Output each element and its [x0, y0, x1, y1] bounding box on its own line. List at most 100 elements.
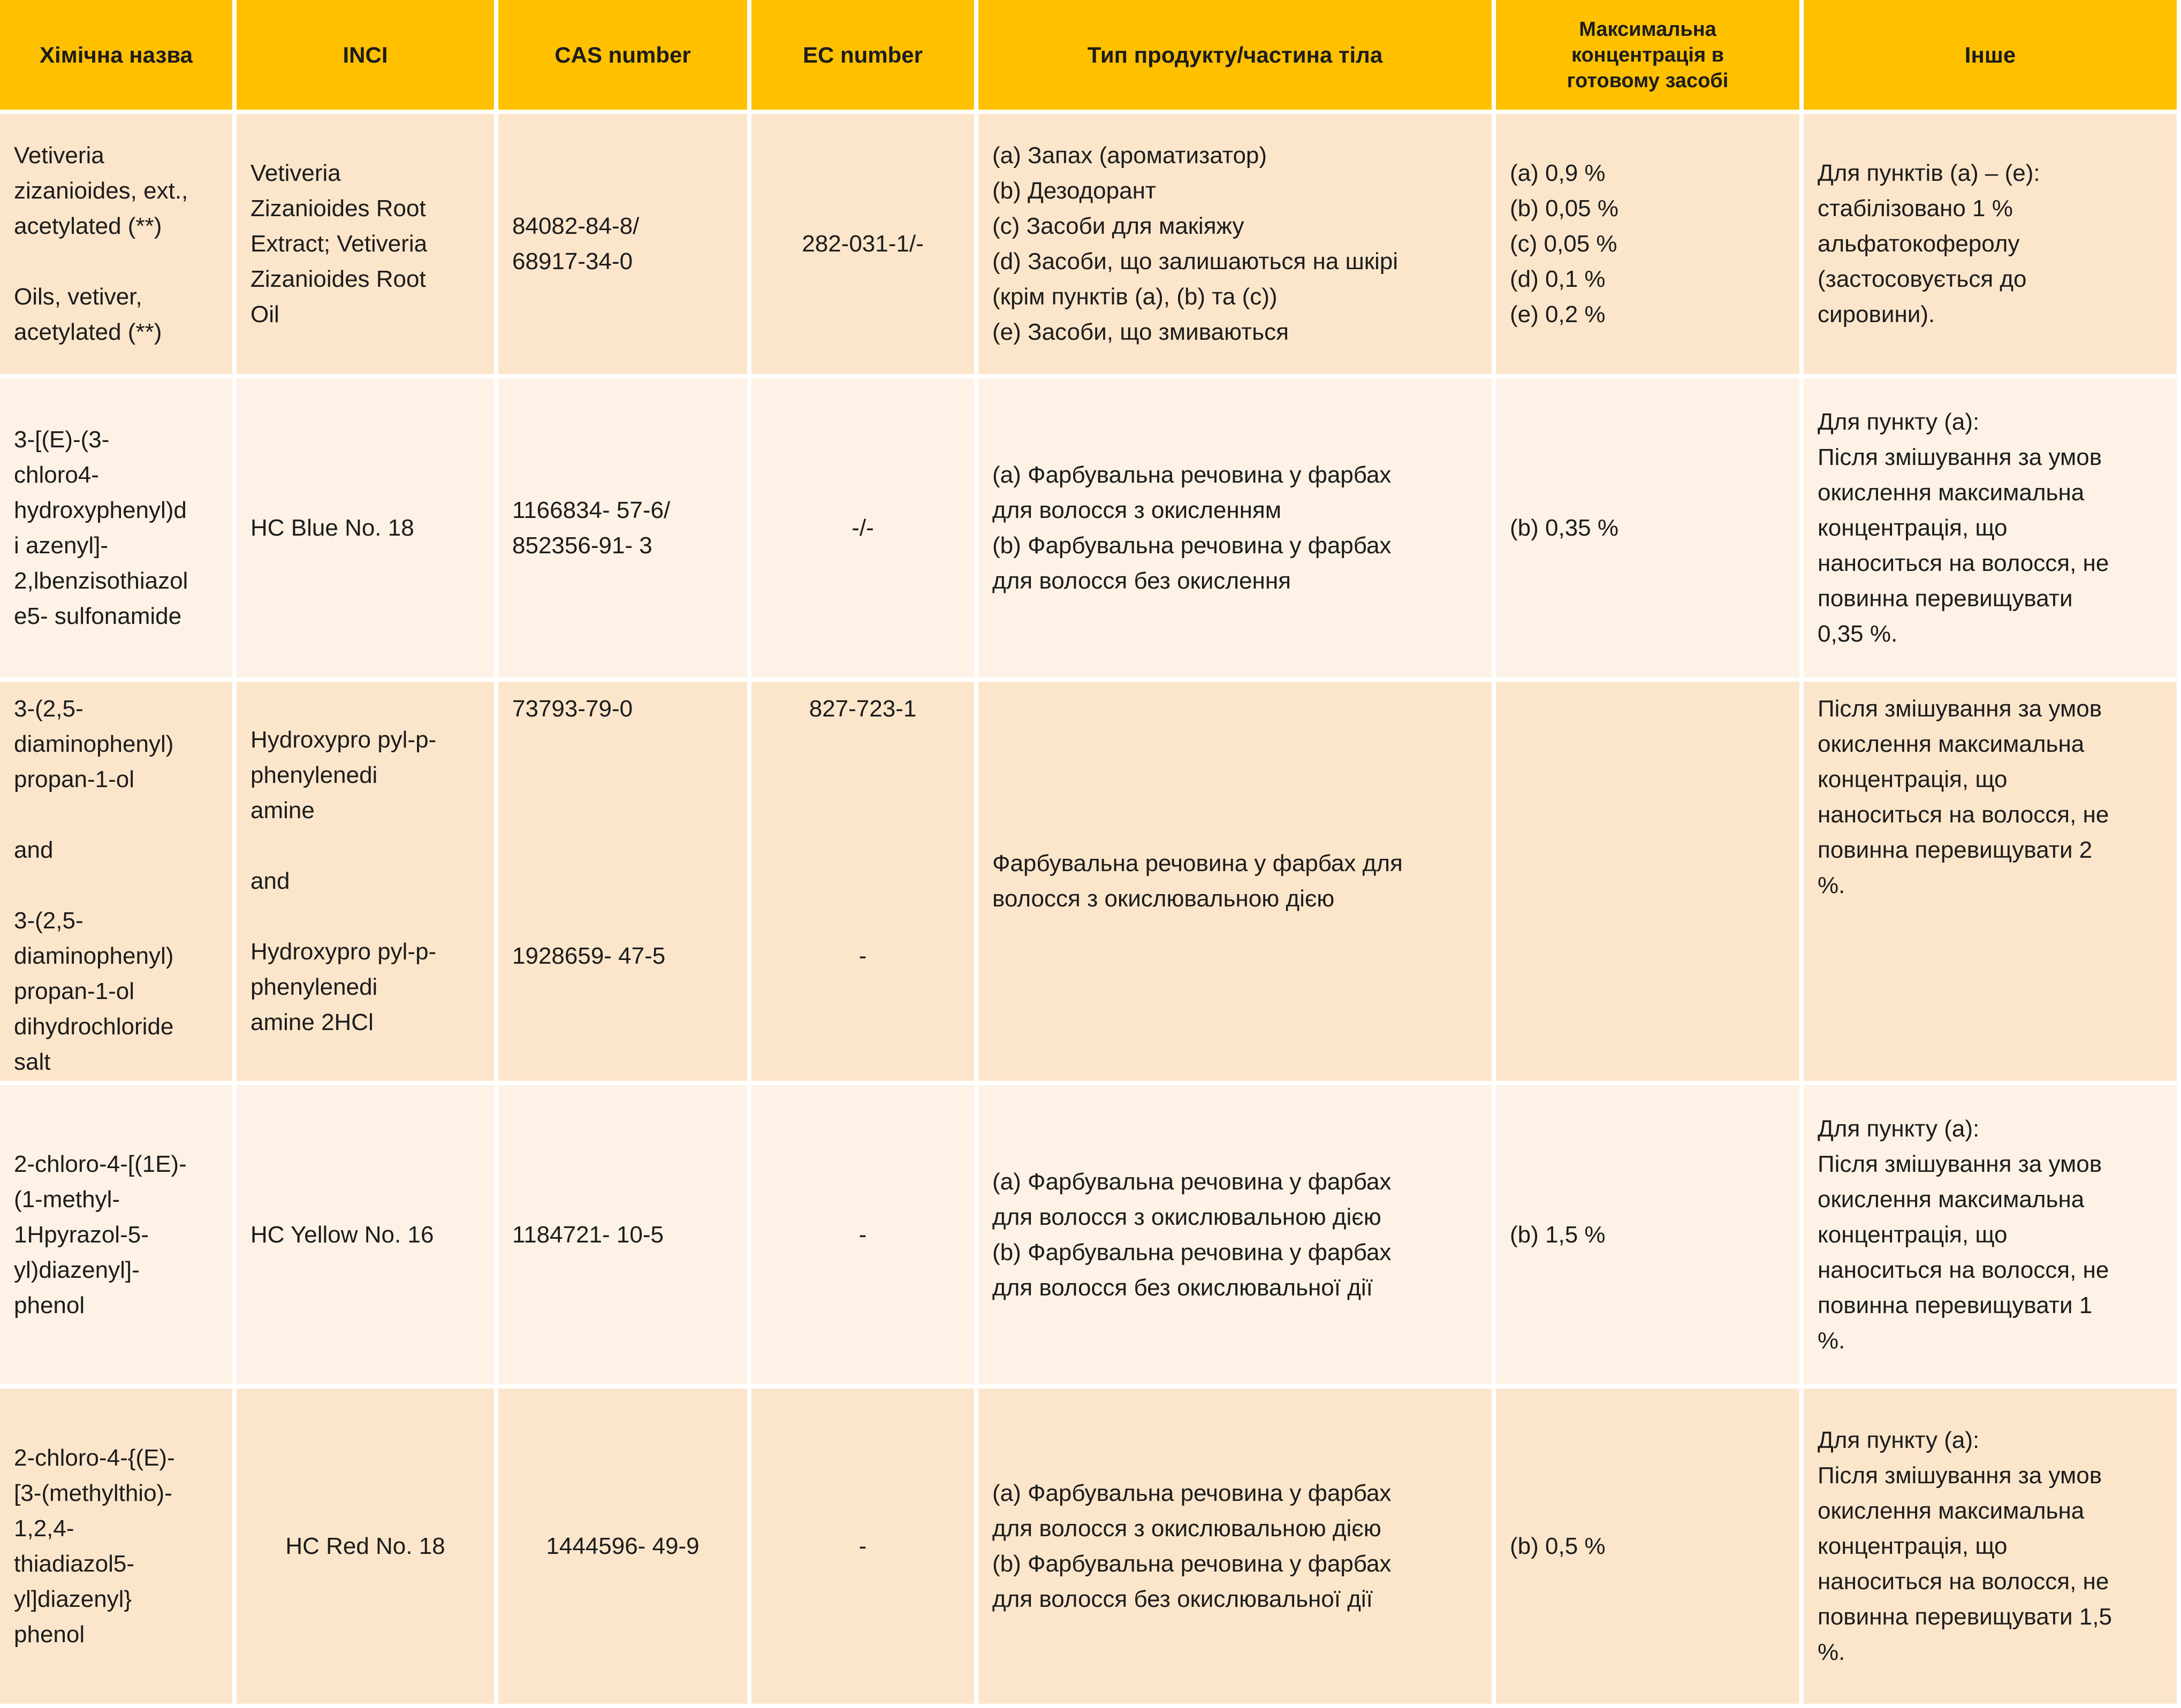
- table-cell: Для пунктів (a) – (e): стабілізовано 1 % а…: [1804, 114, 2181, 378]
- table-cell: (b) 0,35 %: [1496, 378, 1804, 682]
- cell-text: для волосся без окислювальної дії: [992, 1585, 1373, 1612]
- cell-text: (b) 0,5 %: [1510, 1532, 1606, 1559]
- cell-text: 2-chloro-4-{(E)-: [14, 1444, 175, 1471]
- cell-text: наноситься на волосся, не: [1818, 550, 2109, 576]
- cell-text: (d) 0,1 %: [1510, 266, 1606, 292]
- cell-text: 2,lbenzisothiazol: [14, 567, 188, 594]
- cell-block: 73793-79-0: [512, 691, 733, 727]
- cell-text: (b) Фарбувальна речовина у фарбах: [992, 1550, 1392, 1577]
- cell-text: HC Red No. 18: [285, 1532, 445, 1559]
- cell-block: HC Yellow No. 16: [250, 1217, 480, 1253]
- table-cell: 3-[(E)-(3- chloro4- hydroxyphenyl)d i azeny…: [0, 378, 237, 682]
- cell-text: %.: [1818, 1638, 1845, 1665]
- table-cell: -: [751, 1085, 978, 1389]
- cell-block: Hydroxypro pyl-p-phenylenedi amine 2HCl: [250, 934, 480, 1040]
- cell-text: наноситься на волосся, не: [1818, 802, 2109, 828]
- table-cell: HC Yellow No. 16: [237, 1085, 498, 1389]
- cell-text: Oil: [250, 301, 279, 327]
- table-cell: Vetiveria zizanioides, ext., acetylated (*…: [0, 114, 237, 378]
- table-cell: (a) Фарбувальна речовина у фарбах для вол…: [978, 1389, 1496, 1708]
- table-cell: 1166834- 57-6/852356-91- 3: [498, 378, 751, 682]
- cell-text: (b) 1,5 %: [1510, 1221, 1606, 1248]
- cell-text: Extract; Vetiveria: [250, 231, 428, 257]
- header-cell: INCI: [237, 0, 498, 114]
- cell-block: (a) Фарбувальна речовина у фарбах для вол…: [992, 1164, 1478, 1306]
- cell-text: повинна перевищувати: [1818, 585, 2073, 612]
- header-text: концентрація в: [1571, 43, 1724, 66]
- table-cell: 2-chloro-4-{(E)- [3-(methylthio)- 1,2,4- th…: [0, 1389, 237, 1708]
- cell-text: для волосся без окислення: [992, 567, 1291, 594]
- cell-text: Hydroxypro pyl-p-: [250, 939, 437, 965]
- cell-block: -: [765, 939, 960, 974]
- cell-text: amine 2HCl: [250, 1009, 374, 1035]
- table-cell: Vetiveria Zizanioides Root Extract; Vetive…: [237, 114, 498, 378]
- cell-text: 2-chloro-4-[(1E)-: [14, 1150, 187, 1177]
- cell-block: 1184721- 10-5: [512, 1217, 733, 1253]
- cell-block: Для пункту (a): Після змішування за умов о…: [1818, 405, 2163, 652]
- cell-block: Vetiveria zizanioides, ext., acetylated (*…: [14, 138, 218, 244]
- cell-text: phenylenedi: [250, 974, 378, 1000]
- cell-text: 0,35 %.: [1818, 620, 1898, 647]
- cell-block: and: [14, 833, 218, 868]
- header-text: INCI: [343, 42, 388, 67]
- table-cell: (b) 1,5 %: [1496, 1085, 1804, 1389]
- table-cell: (b) 0,5 %: [1496, 1389, 1804, 1708]
- cell-text: Vetiveria: [250, 160, 341, 186]
- cell-block: (b) 1,5 %: [1510, 1217, 1785, 1253]
- table-cell: Після змішування за умов окислення максим…: [1804, 682, 2181, 1085]
- cell-text: концентрація, що: [1818, 1221, 2008, 1248]
- cell-block: 827-723-1: [765, 691, 960, 727]
- cell-text: HC Blue No. 18: [250, 514, 414, 541]
- cell-text: сировини).: [1818, 301, 1935, 327]
- cell-text: acetylated (**): [14, 319, 162, 345]
- table-cell: (a) Фарбувальна речовина у фарбах для вол…: [978, 1085, 1496, 1389]
- cell-block: HC Red No. 18: [250, 1529, 480, 1564]
- cell-text: acetylated (**): [14, 213, 162, 239]
- cell-text: (b) Фарбувальна речовина у фарбах: [992, 1239, 1392, 1265]
- header-text: готовому засобі: [1567, 69, 1729, 92]
- cell-text: Фарбувальна речовина у фарбах для: [992, 850, 1403, 876]
- cell-text: zizanioides, ext.,: [14, 178, 188, 204]
- cell-text: salt: [14, 1049, 51, 1075]
- cell-text: phenylenedi: [250, 762, 378, 788]
- header-text: Максимальна: [1579, 18, 1716, 41]
- cell-text: (e) 0,2 %: [1510, 301, 1606, 327]
- cell-text: альфатокоферолу: [1818, 231, 2020, 257]
- cell-text: propan-1-ol: [14, 978, 135, 1004]
- cell-text: волосся з окислювальною дією: [992, 886, 1335, 912]
- header-text: Інше: [1964, 42, 2016, 67]
- header-cell: Максимальна концентрація в готовому засобі: [1496, 0, 1804, 114]
- cell-text: для волосся без окислювальної дії: [992, 1274, 1373, 1301]
- cell-block: 2-chloro-4-{(E)- [3-(methylthio)- 1,2,4- th…: [14, 1440, 218, 1652]
- cell-block: -: [765, 1217, 960, 1253]
- cell-text: and: [250, 868, 290, 894]
- cell-text: propan-1-ol: [14, 766, 135, 792]
- table-cell: Фарбувальна речовина у фарбах для волосся…: [978, 682, 1496, 1085]
- cell-text: повинна перевищувати 2: [1818, 837, 2093, 863]
- cell-text: (c) Засоби для макіяжу: [992, 213, 1244, 239]
- header-cell: EC number: [751, 0, 978, 114]
- cell-text: (a) Фарбувальна речовина у фарбах: [992, 1168, 1392, 1195]
- cell-text: -: [858, 943, 867, 969]
- cell-text: thiadiazol5-: [14, 1550, 135, 1577]
- cell-text: (a) 0,9 %: [1510, 160, 1606, 186]
- cell-text: наноситься на волосся, не: [1818, 1568, 2109, 1595]
- table-cell: Hydroxypro pyl-p-phenylenedi amine and Hyd…: [237, 682, 498, 1085]
- cell-text: diaminophenyl): [14, 731, 174, 757]
- table-cell: (a) 0,9 % (b) 0,05 % (c) 0,05 % (d) 0,1 % (e…: [1496, 114, 1804, 378]
- cell-text: chloro4-: [14, 461, 99, 488]
- cell-text: окислення максимальна: [1818, 731, 2085, 757]
- cell-text: 1928659- 47-5: [512, 943, 666, 969]
- cell-text: 1Hpyrazol-5-: [14, 1221, 149, 1248]
- cell-text: 852356-91- 3: [512, 532, 652, 559]
- cell-block: -: [765, 1529, 960, 1564]
- cell-text: -: [858, 1221, 867, 1248]
- header-text: CAS number: [554, 42, 691, 67]
- cell-text: 1184721- 10-5: [512, 1221, 664, 1248]
- cell-text: 68917-34-0: [512, 248, 633, 274]
- header-text: Тип продукту/частина тіла: [1087, 42, 1383, 67]
- table-cell: (a) Запах (ароматизатор) (b) Дезодорант (c…: [978, 114, 1496, 378]
- cell-block: 282-031-1/-: [765, 226, 960, 262]
- cell-block: (a) Фарбувальна речовина у фарбах для вол…: [992, 1476, 1478, 1617]
- header-cell: Тип продукту/частина тіла: [978, 0, 1496, 114]
